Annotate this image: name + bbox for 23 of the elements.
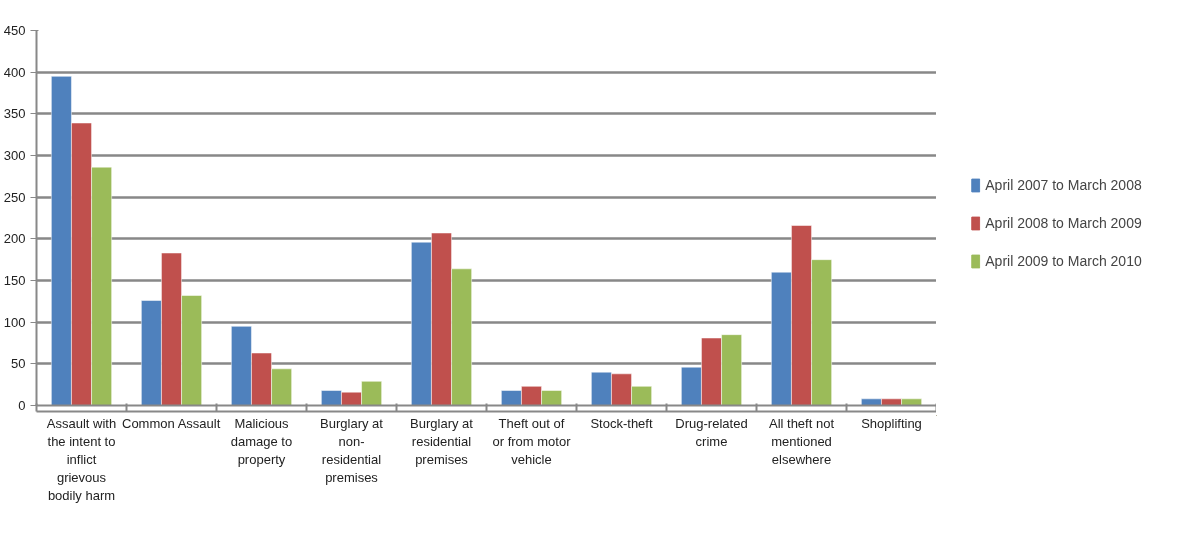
y-tick-label: 150 (3, 273, 26, 288)
y-tick-label: 400 (3, 64, 26, 80)
y-tick-label: 300 (3, 148, 26, 163)
x-tick-label: Shoplifting (861, 415, 922, 431)
x-tick-label: Burglary at residential premises (410, 415, 474, 467)
legend-label: April 2009 to March 2010 (985, 252, 1142, 269)
x-tick-label: Assault with the intent to inflict grievous bodily harm (46, 415, 117, 503)
x-tick-label: Common Assault (122, 415, 221, 431)
y-tick-label: 200 (3, 231, 26, 247)
x-tick-label: Drug-related crime (675, 415, 748, 449)
x-tick-label: Burglary at non-residential premises (320, 415, 384, 485)
x-tick-label: Stock-theft (590, 415, 653, 431)
legend-label: April 2008 to March 2009 (985, 214, 1142, 231)
x-tick-label: Theft out of or from motor vehicle (492, 415, 572, 467)
y-tick-label: 250 (3, 189, 26, 205)
y-tick-label: 0 (18, 398, 26, 413)
x-tick-label: All theft not mentioned elsewhere (768, 415, 835, 467)
y-tick-label: 50 (11, 356, 26, 372)
y-tick-label: 100 (3, 314, 26, 330)
y-tick-label: 350 (3, 106, 26, 122)
legend-label: April 2007 to March 2008 (985, 176, 1142, 193)
y-tick-label: 450 (3, 23, 26, 38)
x-tick-label: Malicious damage to property (230, 415, 293, 467)
